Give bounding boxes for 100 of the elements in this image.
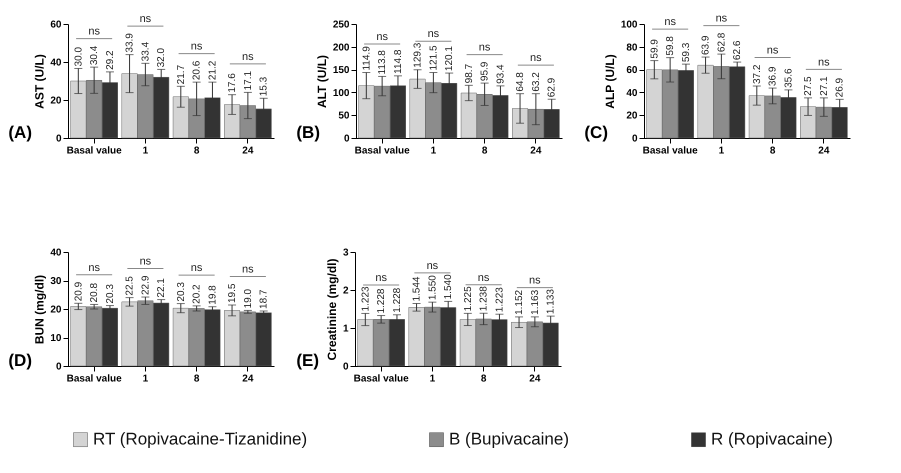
y-axis-title: ALP (U/L)	[602, 54, 617, 109]
annotation: ns	[664, 16, 676, 28]
y-tick-label: 0	[56, 134, 62, 144]
data-label: 114.8	[392, 49, 404, 74]
y-tick-label: 20	[50, 304, 62, 316]
data-label: 32.0	[156, 48, 168, 68]
data-label: 129.3	[412, 42, 424, 68]
data-label: 19.8	[207, 284, 218, 305]
data-label: 64.8	[515, 72, 526, 92]
x-tick-label: 8	[482, 146, 488, 156]
data-label: 114.9	[361, 46, 372, 71]
data-label: 1.228	[392, 287, 403, 313]
y-tick-label: 20	[50, 96, 62, 106]
annotation: ns	[530, 52, 542, 64]
data-label: 19.0	[242, 288, 254, 308]
annotation: ns	[818, 56, 830, 68]
legend-label: B (Bupivacaine)	[449, 430, 570, 449]
data-label: 95.9	[480, 61, 491, 82]
annotation: ns	[140, 13, 152, 26]
data-label: 36.9	[768, 66, 779, 86]
data-label: 59.3	[680, 42, 692, 62]
x-tick-label: 24	[818, 146, 830, 156]
x-tick-label: Basal value	[354, 374, 410, 384]
y-tick-label: 40	[50, 58, 62, 68]
data-label: 59.8	[665, 36, 676, 56]
annotation: ns	[88, 262, 100, 274]
annotation: ns	[376, 31, 388, 44]
data-label: 26.9	[834, 77, 846, 98]
text: (E)	[296, 351, 319, 370]
x-tick-label: 1	[142, 374, 149, 384]
data-label: 22.1	[156, 278, 168, 298]
data-label: 59.9	[649, 38, 660, 59]
y-tick-label: 60	[626, 65, 638, 76]
data-label: 27.1	[818, 76, 830, 96]
x-tick-label: 8	[194, 146, 200, 156]
annotation: ns	[428, 28, 440, 40]
y-tick-label: 50	[338, 110, 350, 122]
data-label: 20.9	[73, 281, 84, 302]
x-tick-label: 1	[430, 374, 436, 384]
x-tick-label: 1	[718, 146, 725, 156]
data-label: 1.238	[478, 286, 490, 312]
data-label: 17.1	[242, 70, 254, 90]
data-label: 22.9	[140, 275, 152, 296]
text: (A)	[8, 123, 32, 142]
y-tick-label: 100	[620, 20, 638, 30]
data-label: 30.4	[89, 45, 100, 66]
data-label: 1.152	[514, 289, 526, 315]
x-tick-label: Basal value	[642, 146, 698, 156]
x-tick-label: 8	[194, 374, 200, 384]
y-axis-title: Creatinine (mg/dl)	[324, 258, 339, 361]
annotation: ns	[190, 40, 203, 53]
y-tick-label: 40	[626, 88, 638, 99]
data-label: 1.163	[530, 289, 541, 315]
data-label: 62.6	[732, 40, 744, 60]
data-label: 15.3	[258, 76, 270, 96]
x-tick-label: 8	[770, 146, 776, 156]
y-tick-label: 80	[626, 42, 638, 54]
data-label: 37.2	[752, 64, 763, 84]
data-label: 63.9	[700, 35, 712, 56]
annotation: ns	[426, 260, 439, 272]
data-label: 1.223	[494, 286, 506, 312]
annotation: ns	[478, 272, 490, 284]
data-label: 1.228	[376, 288, 388, 314]
y-axis-title: BUN (mg/dl)	[32, 274, 46, 344]
y-tick-label: 0	[56, 362, 62, 372]
x-tick-label: 24	[530, 146, 542, 156]
data-label: 62.8	[716, 32, 728, 52]
x-tick-label: 24	[529, 374, 541, 384]
data-label: 20.2	[192, 284, 203, 304]
x-tick-label: 24	[242, 374, 254, 384]
x-tick-label: 24	[242, 146, 254, 156]
annotation: ns	[375, 272, 388, 284]
data-label: 21.7	[176, 64, 187, 84]
data-label: 113.8	[377, 50, 388, 74]
annotation: ns	[478, 42, 491, 54]
annotation: ns	[766, 44, 779, 57]
data-label: 1.550	[427, 274, 438, 300]
data-label: 22.5	[124, 276, 136, 296]
data-label: 1.225	[462, 286, 474, 312]
legend-label: R (Ropivacaine)	[711, 430, 833, 449]
data-label: 19.5	[227, 283, 238, 304]
y-tick-label: 1	[342, 324, 349, 334]
data-label: 35.6	[783, 68, 794, 88]
data-label: 20.3	[104, 284, 116, 304]
data-label: 93.4	[495, 64, 506, 84]
y-axis-title: ALT (U/L)	[314, 54, 329, 108]
data-label: 63.2	[530, 72, 542, 92]
y-tick-label: 60	[50, 20, 62, 30]
y-tick-label: 2	[342, 286, 349, 296]
x-tick-label: 8	[480, 374, 487, 384]
text: (C)	[584, 123, 608, 142]
annotation: ns	[529, 274, 542, 287]
x-tick-label: Basal value	[354, 146, 410, 156]
x-tick-label: Basal value	[66, 146, 122, 156]
y-axis-title: AST (U/L)	[32, 54, 46, 109]
data-label: 62.9	[546, 77, 558, 98]
legend-label: RT (Ropivacaine-Tizanidine)	[93, 430, 308, 449]
y-tick-label: 0	[344, 134, 350, 144]
data-label: 17.6	[227, 72, 238, 93]
y-tick-label: 20	[626, 110, 638, 122]
